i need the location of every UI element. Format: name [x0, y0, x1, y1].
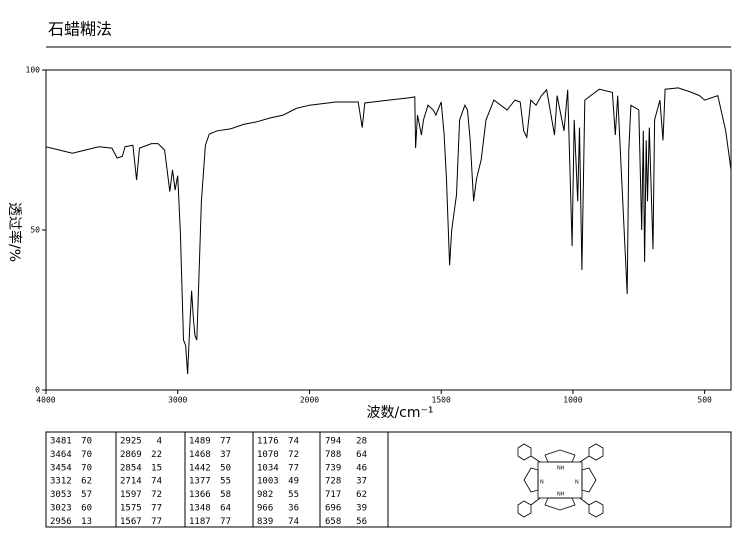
structure-label: N — [540, 480, 544, 486]
chart-title: 石蜡糊法 — [48, 20, 112, 39]
peak-wavenumber: 1597 — [120, 490, 142, 500]
peak-transmittance: 37 — [356, 477, 367, 487]
x-tick-label: 4000 — [36, 396, 55, 405]
peak-wavenumber: 1468 — [189, 450, 211, 460]
peak-transmittance: 39 — [356, 504, 367, 514]
peak-wavenumber: 1575 — [120, 504, 142, 514]
peak-transmittance: 58 — [220, 490, 231, 500]
peak-transmittance: 70 — [81, 450, 92, 460]
y-tick-label: 0 — [35, 386, 40, 395]
peak-transmittance: 60 — [81, 504, 92, 514]
x-tick-label: 2000 — [300, 396, 319, 405]
peak-transmittance: 28 — [356, 437, 367, 447]
x-tick-label: 1000 — [563, 396, 582, 405]
peak-transmittance: 74 — [288, 437, 299, 447]
peak-transmittance: 70 — [81, 437, 92, 447]
peak-transmittance: 15 — [151, 463, 162, 473]
peak-transmittance: 4 — [157, 437, 162, 447]
peak-transmittance: 56 — [356, 517, 367, 527]
peak-wavenumber: 3023 — [50, 504, 72, 514]
peak-wavenumber: 1366 — [189, 490, 211, 500]
peak-wavenumber: 1003 — [257, 477, 279, 487]
peak-wavenumber: 2956 — [50, 517, 72, 527]
table-dividers — [115, 432, 389, 527]
peak-wavenumber: 3312 — [50, 477, 72, 487]
peak-wavenumber: 3464 — [50, 450, 72, 460]
peak-transmittance: 49 — [288, 477, 299, 487]
peak-wavenumber: 658 — [325, 517, 341, 527]
structure — [517, 443, 604, 518]
peak-wavenumber: 1567 — [120, 517, 142, 527]
peak-wavenumber: 1070 — [257, 450, 279, 460]
x-tick-label: 1500 — [432, 396, 451, 405]
peak-transmittance: 77 — [151, 504, 162, 514]
peak-wavenumber: 717 — [325, 490, 341, 500]
peak-transmittance: 77 — [288, 463, 299, 473]
peak-transmittance: 74 — [151, 477, 162, 487]
peak-transmittance: 13 — [81, 517, 92, 527]
peak-transmittance: 77 — [220, 517, 231, 527]
structure-label: NH — [557, 466, 565, 472]
peak-wavenumber: 2714 — [120, 477, 142, 487]
peak-transmittance: 62 — [356, 490, 367, 500]
peak-wavenumber: 1489 — [189, 437, 211, 447]
peak-wavenumber: 788 — [325, 450, 341, 460]
peak-wavenumber: 728 — [325, 477, 341, 487]
peak-wavenumber: 2854 — [120, 463, 142, 473]
y-tick-label: 50 — [30, 226, 40, 235]
peak-transmittance: 70 — [81, 463, 92, 473]
peak-wavenumber: 696 — [325, 504, 341, 514]
peak-wavenumber: 966 — [257, 504, 273, 514]
peak-wavenumber: 2925 — [120, 437, 142, 447]
peak-wavenumber: 1034 — [257, 463, 279, 473]
peak-wavenumber: 1442 — [189, 463, 211, 473]
peak-transmittance: 22 — [151, 450, 162, 460]
peak-transmittance: 36 — [288, 504, 299, 514]
peak-transmittance: 72 — [151, 490, 162, 500]
peak-transmittance: 74 — [288, 517, 299, 527]
x-axis-label: 波数/cm⁻¹ — [366, 405, 433, 421]
peak-transmittance: 46 — [356, 463, 367, 473]
peak-transmittance: 77 — [151, 517, 162, 527]
y-axis-label: 透过率/% — [6, 202, 23, 262]
peak-transmittance: 77 — [220, 437, 231, 447]
peak-wavenumber: 1176 — [257, 437, 279, 447]
peak-transmittance: 37 — [220, 450, 231, 460]
peak-wavenumber: 3454 — [50, 463, 72, 473]
peak-wavenumber: 1187 — [189, 517, 211, 527]
peak-transmittance: 64 — [356, 450, 367, 460]
peak-wavenumber: 3053 — [50, 490, 72, 500]
x-tick-label: 3000 — [168, 396, 187, 405]
peak-wavenumber: 3481 — [50, 437, 72, 447]
peak-transmittance: 57 — [81, 490, 92, 500]
peak-wavenumber: 1348 — [189, 504, 211, 514]
peak-transmittance: 55 — [220, 477, 231, 487]
peak-wavenumber: 1377 — [189, 477, 211, 487]
peak-wavenumber: 839 — [257, 517, 273, 527]
x-tick-label: 500 — [697, 396, 712, 405]
peak-transmittance: 62 — [81, 477, 92, 487]
structure-label: N — [575, 480, 579, 486]
peak-transmittance: 50 — [220, 463, 231, 473]
peak-transmittance: 55 — [288, 490, 299, 500]
peak-wavenumber: 794 — [325, 437, 341, 447]
peak-wavenumber: 739 — [325, 463, 341, 473]
peak-transmittance: 72 — [288, 450, 299, 460]
structure-label: NH — [557, 492, 565, 498]
peak-transmittance: 64 — [220, 504, 231, 514]
y-tick-label: 100 — [26, 66, 41, 75]
peak-wavenumber: 982 — [257, 490, 273, 500]
peak-wavenumber: 2869 — [120, 450, 142, 460]
spectrum-line — [45, 87, 732, 375]
